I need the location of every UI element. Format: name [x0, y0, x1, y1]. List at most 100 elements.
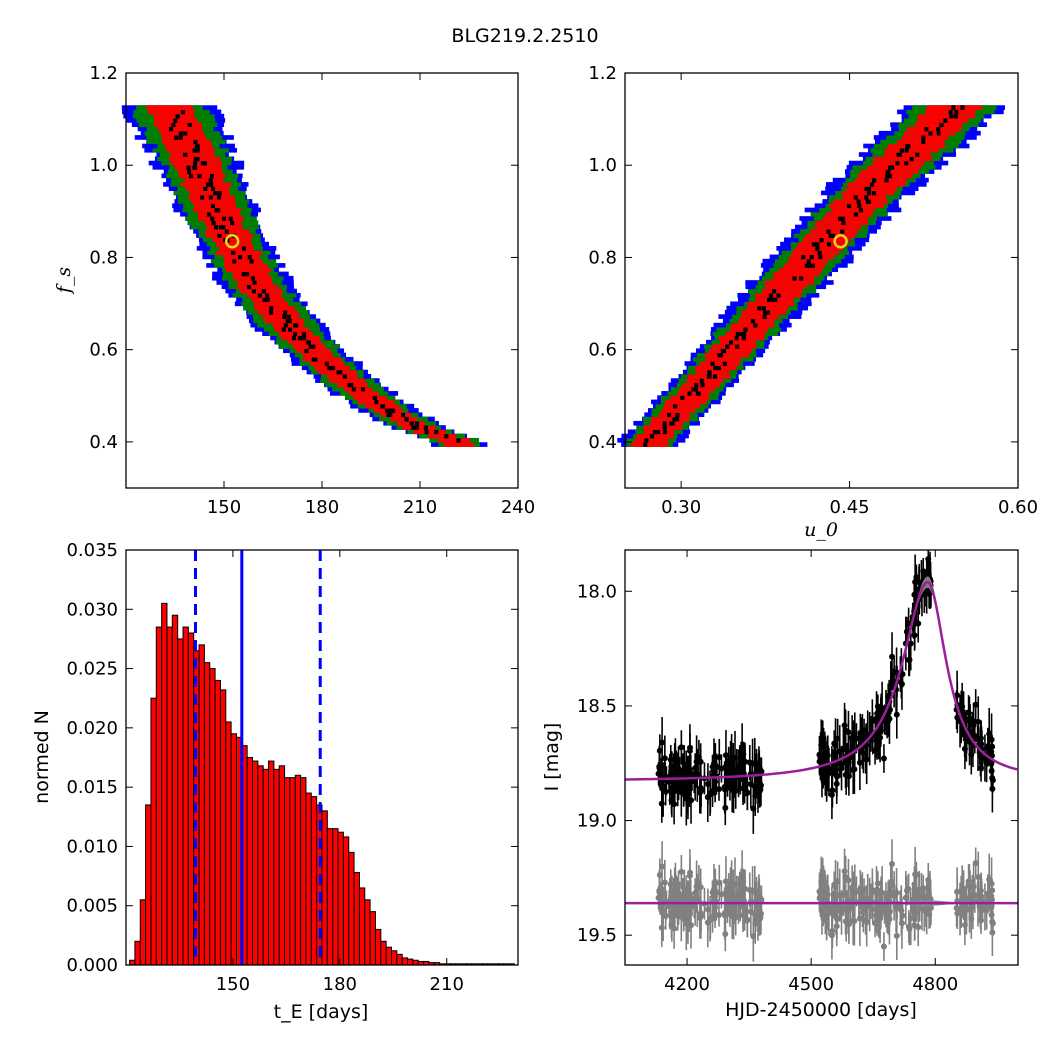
data-point — [850, 766, 857, 773]
confidence-cell-core — [818, 254, 823, 260]
histogram-bar — [214, 679, 221, 966]
data-point — [841, 722, 848, 729]
x-tick-label: 210 — [403, 497, 437, 518]
histogram-bar — [364, 899, 371, 966]
residual-point — [656, 887, 663, 894]
confidence-cell-core — [885, 173, 890, 179]
confidence-cell-core — [283, 310, 288, 315]
confidence-cell — [272, 322, 304, 328]
histogram-bar — [337, 831, 344, 966]
u0-axis-label: u_0 — [804, 519, 838, 541]
confidence-cell-core — [213, 224, 219, 230]
confidence-cell — [885, 147, 939, 153]
confidence-cell-core — [210, 186, 216, 191]
confidence-cell-core — [302, 335, 307, 341]
data-point — [863, 756, 870, 763]
residual-point — [889, 860, 896, 867]
x-tick-label: 0.45 — [830, 497, 870, 518]
confidence-cell — [413, 429, 447, 435]
confidence-cell-core — [306, 339, 311, 345]
panel-light-curve: 4200 4500 4800 18.0 18.5 19.0 19.5 — [577, 549, 1019, 995]
confidence-cell — [636, 433, 674, 439]
x-tick-label: 210 — [430, 974, 464, 995]
confidence-cell — [747, 301, 795, 307]
confidence-cell-core — [187, 122, 192, 128]
confidence-cell — [773, 271, 821, 277]
confidence-cell — [240, 288, 283, 294]
confidence-cell-core — [380, 403, 385, 409]
confidence-cell-core — [386, 408, 392, 413]
confidence-cell-core — [838, 216, 843, 221]
residual-point — [864, 895, 871, 902]
confidence-cell — [729, 327, 769, 332]
data-point — [823, 773, 830, 780]
data-point — [697, 784, 704, 791]
confidence-cell-core — [210, 203, 215, 209]
confidence-cell-core — [411, 425, 416, 430]
confidence-cell — [443, 442, 475, 447]
residual-point — [954, 910, 961, 917]
confidence-cell-core — [301, 331, 307, 337]
figure-title: BLG219.2.2510 — [451, 25, 598, 47]
residual-point — [926, 911, 933, 918]
data-point — [678, 744, 685, 751]
residual-point — [841, 868, 848, 875]
confidence-cell-core — [232, 258, 237, 264]
residual-point — [916, 886, 923, 893]
histogram-bar — [262, 768, 270, 966]
confidence-cell-core — [649, 433, 655, 439]
data-point — [679, 772, 686, 779]
residual-point — [845, 907, 852, 914]
confidence-cell-core — [214, 207, 219, 213]
confidence-cell — [846, 186, 897, 191]
residual-point — [957, 906, 964, 913]
confidence-cell-core — [313, 356, 318, 362]
confidence-cell-core — [951, 105, 956, 110]
y-tick-label: 0.6 — [89, 340, 118, 361]
confidence-cell-core — [773, 297, 778, 302]
data-point — [741, 777, 748, 784]
confidence-cell-core — [765, 310, 770, 315]
residual-point — [885, 907, 892, 914]
y-tick-label: 0.030 — [66, 599, 118, 620]
residual-point — [662, 912, 669, 919]
confidence-cell-core — [203, 186, 208, 191]
confidence-cell — [158, 126, 203, 132]
confidence-cell — [296, 348, 331, 354]
confidence-cell — [887, 143, 945, 149]
confidence-cell-core — [672, 416, 677, 422]
y-tick-label: 0.000 — [66, 955, 118, 976]
data-point — [880, 755, 887, 762]
confidence-cell-core — [846, 203, 852, 209]
x-tick-label: 180 — [323, 974, 357, 995]
confidence-cell-core — [186, 169, 192, 174]
y-tick-label: 0.005 — [66, 896, 118, 917]
x-tick-label: 0.60 — [998, 497, 1038, 518]
confidence-cell-core — [662, 429, 667, 435]
confidence-cell-core — [269, 305, 274, 311]
histogram-bar — [219, 689, 227, 966]
histogram-bar — [353, 872, 360, 966]
residual-point — [697, 910, 704, 917]
confidence-cell-core — [644, 437, 649, 443]
confidence-cell-core — [231, 250, 236, 255]
confidence-cell-core — [826, 241, 832, 247]
confidence-cell — [738, 318, 775, 324]
confidence-cell-core — [735, 344, 740, 349]
confidence-cell-core — [939, 122, 944, 128]
confidence-cell-core — [288, 327, 293, 332]
y-tick-label: 1.2 — [588, 63, 617, 84]
residual-point — [891, 892, 898, 899]
confidence-cell-core — [662, 420, 667, 426]
residual-point — [673, 887, 680, 894]
confidence-cell-core — [216, 194, 222, 200]
histogram-bar — [396, 953, 403, 966]
residual-band — [625, 900, 1018, 906]
confidence-cell — [661, 408, 695, 413]
x-tick-label: 4500 — [788, 974, 834, 995]
histogram-bar — [257, 765, 264, 966]
confidence-cell — [194, 203, 237, 209]
confidence-cell-core — [175, 113, 180, 119]
model-curve — [625, 580, 1018, 781]
